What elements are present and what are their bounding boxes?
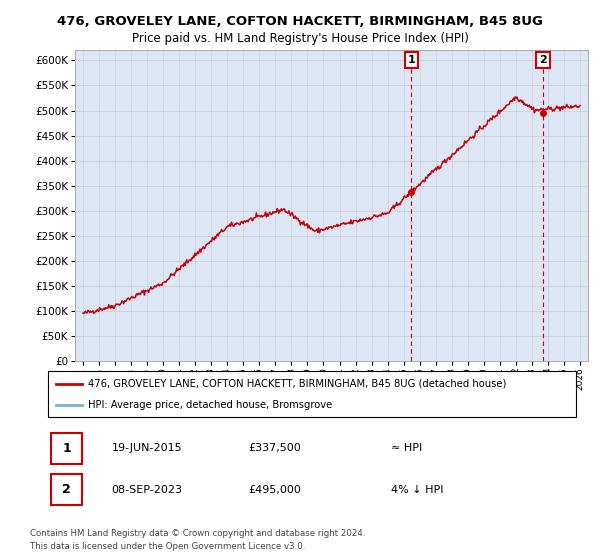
Text: £337,500: £337,500 (248, 444, 301, 453)
Text: 2: 2 (62, 483, 71, 496)
Text: 1: 1 (62, 442, 71, 455)
Text: Contains HM Land Registry data © Crown copyright and database right 2024.: Contains HM Land Registry data © Crown c… (30, 529, 365, 538)
Text: HPI: Average price, detached house, Bromsgrove: HPI: Average price, detached house, Brom… (88, 400, 332, 410)
Text: This data is licensed under the Open Government Licence v3.0.: This data is licensed under the Open Gov… (30, 542, 305, 551)
Text: 476, GROVELEY LANE, COFTON HACKETT, BIRMINGHAM, B45 8UG (detached house): 476, GROVELEY LANE, COFTON HACKETT, BIRM… (88, 379, 506, 389)
FancyBboxPatch shape (48, 371, 576, 417)
Text: 4% ↓ HPI: 4% ↓ HPI (391, 485, 444, 494)
Text: 08-SEP-2023: 08-SEP-2023 (112, 485, 182, 494)
Text: Price paid vs. HM Land Registry's House Price Index (HPI): Price paid vs. HM Land Registry's House … (131, 32, 469, 45)
Text: ≈ HPI: ≈ HPI (391, 444, 422, 453)
Text: £495,000: £495,000 (248, 485, 302, 494)
Text: 1: 1 (407, 55, 415, 65)
Text: 19-JUN-2015: 19-JUN-2015 (112, 444, 182, 453)
FancyBboxPatch shape (50, 432, 82, 464)
FancyBboxPatch shape (50, 474, 82, 506)
Text: 2: 2 (539, 55, 547, 65)
Text: 476, GROVELEY LANE, COFTON HACKETT, BIRMINGHAM, B45 8UG: 476, GROVELEY LANE, COFTON HACKETT, BIRM… (57, 15, 543, 28)
